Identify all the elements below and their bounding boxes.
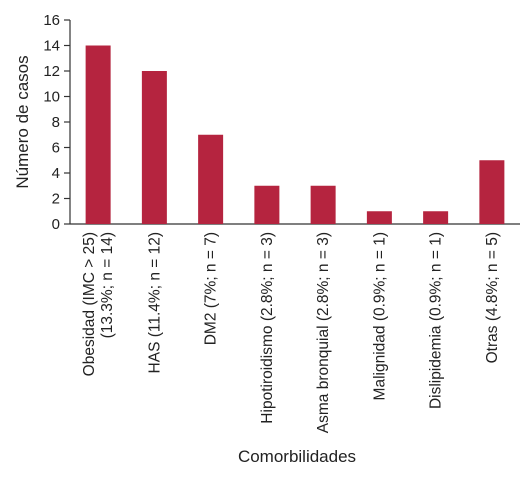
bar bbox=[479, 160, 505, 224]
bar bbox=[198, 134, 224, 224]
bar bbox=[310, 185, 336, 224]
x-category-label: Otras (4.8%; n = 5) bbox=[484, 232, 501, 363]
y-axis-title: Número de casos bbox=[13, 55, 32, 188]
x-category-label: Malignidad (0.9%; n = 1) bbox=[371, 232, 388, 400]
x-category-label: Obesidad (IMC > 25) bbox=[81, 232, 98, 376]
y-tick-label: 4 bbox=[52, 165, 60, 182]
y-tick-label: 8 bbox=[52, 114, 60, 131]
y-tick-label: 2 bbox=[52, 191, 60, 208]
bar bbox=[366, 211, 392, 224]
bar bbox=[423, 211, 449, 224]
y-tick-label: 12 bbox=[43, 63, 60, 80]
category-labels: Obesidad (IMC > 25) (13.3%; n = 14) HAS (1… bbox=[81, 232, 501, 433]
y-tick-label: 0 bbox=[52, 216, 60, 233]
y-tick-label: 14 bbox=[43, 38, 60, 55]
y-tick-label: 10 bbox=[43, 89, 60, 106]
x-category-label: HAS (11.4%; n = 12) bbox=[146, 232, 163, 373]
y-axis: 0 2 4 6 8 10 12 14 16 bbox=[43, 12, 71, 233]
y-tick-label: 16 bbox=[43, 12, 60, 29]
bar bbox=[85, 45, 111, 224]
x-category-label: Asma bronquial (2.8%; n = 3) bbox=[315, 232, 332, 433]
x-category-label: (13.3%; n = 14) bbox=[99, 232, 116, 338]
bar bbox=[141, 71, 167, 224]
x-category-label: Dislipidemia (0.9%; n = 1) bbox=[428, 232, 445, 409]
bars bbox=[85, 45, 505, 224]
x-category-label: Hipotiroidismo (2.8%; n = 3) bbox=[259, 232, 276, 424]
y-tick-label: 6 bbox=[52, 140, 60, 157]
bar bbox=[254, 185, 280, 224]
x-axis-title: Comorbilidades bbox=[238, 447, 356, 466]
x-category-label: DM2 (7%; n = 7) bbox=[203, 232, 220, 345]
